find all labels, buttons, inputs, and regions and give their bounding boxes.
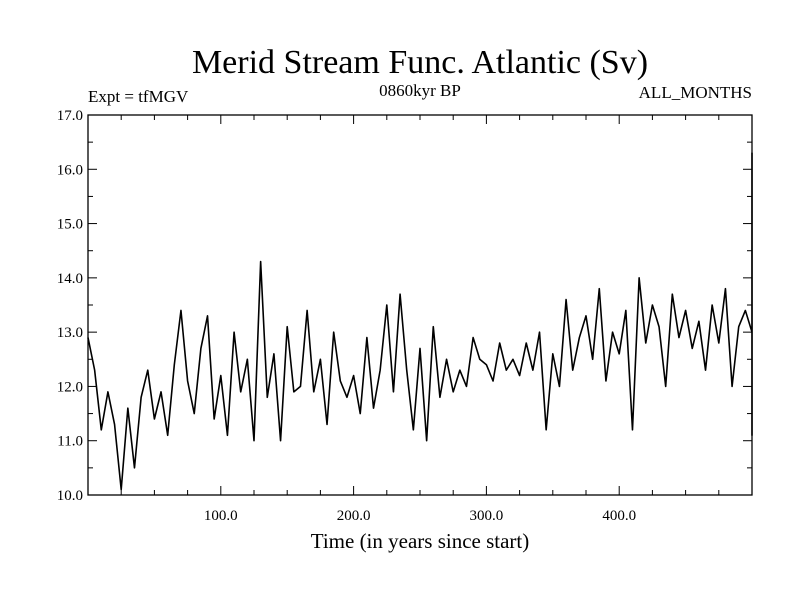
series-layer bbox=[87, 152, 753, 491]
axis-ticks: 10.0 11.0 12.0 13.0 14.0 15.0 16.0 17.0 100.0 200… bbox=[57, 108, 752, 524]
period-label: 0860kyr BP bbox=[379, 81, 461, 100]
experiment-label: Expt = tfMGV bbox=[88, 87, 189, 106]
y-tick-label: 17.0 bbox=[57, 108, 83, 124]
x-axis-label: Time (in years since start) bbox=[311, 529, 530, 553]
y-tick-label: 10.0 bbox=[57, 488, 83, 504]
y-tick-label: 12.0 bbox=[57, 379, 83, 395]
y-tick-label: 14.0 bbox=[57, 271, 83, 287]
x-tick-label: 400.0 bbox=[602, 508, 636, 524]
y-tick-label: 11.0 bbox=[57, 434, 83, 450]
y-tick-label: 16.0 bbox=[57, 162, 83, 178]
x-tick-label: 300.0 bbox=[470, 508, 504, 524]
months-label: ALL_MONTHS bbox=[639, 83, 752, 102]
y-tick-label: 13.0 bbox=[57, 325, 83, 341]
chart-title: Merid Stream Func. Atlantic (Sv) bbox=[192, 44, 648, 81]
series-line-amoc bbox=[87, 152, 753, 491]
x-tick-label: 200.0 bbox=[337, 508, 371, 524]
y-tick-label: 15.0 bbox=[57, 217, 83, 233]
plot-frame bbox=[87, 114, 753, 496]
x-tick-label: 100.0 bbox=[204, 508, 238, 524]
